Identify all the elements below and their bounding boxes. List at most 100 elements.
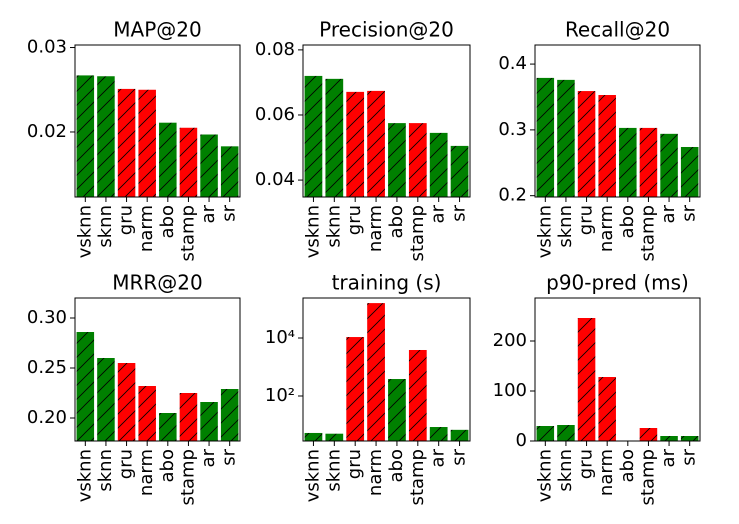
bar xyxy=(680,436,699,441)
x-tick-label: narm xyxy=(596,449,617,496)
x-tick-label: stamp xyxy=(637,449,658,505)
bar xyxy=(200,402,218,441)
bar xyxy=(159,413,177,441)
y-tick-label: 10² xyxy=(265,385,295,406)
bar xyxy=(304,75,323,197)
x-tick-label: gru xyxy=(344,449,365,479)
x-tick-label: vsknn xyxy=(74,449,95,502)
x-tick-label: gru xyxy=(576,205,597,235)
bar xyxy=(159,122,177,197)
x-tick-label: ar xyxy=(658,204,679,223)
x-tick-label: sr xyxy=(219,204,240,221)
x-tick-label: stamp xyxy=(407,449,428,505)
y-tick-label: 0.03 xyxy=(27,37,67,58)
y-tick-label: 0.04 xyxy=(255,169,295,190)
bar xyxy=(536,77,555,197)
x-tick-label: ar xyxy=(198,204,219,223)
axes-frame xyxy=(534,44,701,198)
chart-title: Precision@20 xyxy=(319,18,454,42)
x-tick-label: sr xyxy=(219,448,240,465)
x-tick-label: abo xyxy=(617,449,638,482)
x-tick-label: narm xyxy=(136,449,157,496)
x-tick-label: stamp xyxy=(177,449,198,505)
bar xyxy=(117,363,136,441)
y-tick-label: 10⁴ xyxy=(265,327,295,348)
bar xyxy=(346,91,365,197)
x-tick-label: narm xyxy=(596,205,617,252)
y-tick-label: 0.08 xyxy=(255,39,295,60)
y-tick-label: 100 xyxy=(493,380,527,401)
bar xyxy=(76,332,95,441)
y-tick-label: 0.02 xyxy=(27,121,67,142)
axes-frame xyxy=(302,297,471,442)
x-tick-label: abo xyxy=(386,205,407,238)
x-tick-label: sr xyxy=(679,448,700,465)
y-tick-label: 200 xyxy=(493,330,527,351)
x-tick-label: narm xyxy=(365,449,386,496)
y-tick-label: 0.20 xyxy=(27,407,67,428)
bar xyxy=(97,358,115,441)
bar xyxy=(577,318,596,441)
x-tick-label: sr xyxy=(449,448,470,465)
bar xyxy=(429,427,448,441)
x-tick-label: ar xyxy=(428,448,449,467)
chart-title: training (s) xyxy=(332,271,442,295)
bar xyxy=(577,91,596,197)
x-tick-label: gru xyxy=(576,449,597,479)
x-tick-label: stamp xyxy=(177,205,198,261)
x-tick-label: sknn xyxy=(323,449,344,492)
x-tick-label: gru xyxy=(116,205,137,235)
x-tick-label: sknn xyxy=(95,205,116,248)
y-tick-label: 0 xyxy=(516,430,527,451)
axes-frame xyxy=(302,44,471,198)
bar xyxy=(598,95,616,197)
x-tick-label: sr xyxy=(449,204,470,221)
x-tick-label: vsknn xyxy=(302,205,323,258)
bar xyxy=(557,79,575,197)
chart-title: MAP@20 xyxy=(113,18,201,42)
x-tick-label: stamp xyxy=(637,205,658,261)
x-tick-label: abo xyxy=(157,205,178,238)
bar xyxy=(450,429,469,441)
x-tick-label: vsknn xyxy=(534,449,555,502)
bar xyxy=(660,133,678,197)
bar xyxy=(220,146,239,197)
y-tick-label: 0.2 xyxy=(498,185,527,206)
bar xyxy=(639,428,658,441)
bar xyxy=(179,127,198,197)
bar xyxy=(200,134,218,197)
bar xyxy=(557,425,575,441)
x-tick-label: vsknn xyxy=(534,205,555,258)
x-tick-label: ar xyxy=(428,204,449,223)
bar xyxy=(304,432,323,441)
axes-frame xyxy=(74,44,241,198)
bar xyxy=(536,426,555,441)
x-tick-label: sknn xyxy=(555,449,576,492)
bar xyxy=(429,132,448,197)
bar xyxy=(138,89,156,197)
chart-title: MRR@20 xyxy=(112,271,203,295)
x-tick-label: stamp xyxy=(407,205,428,261)
bar xyxy=(138,386,156,441)
x-tick-label: narm xyxy=(136,205,157,252)
x-tick-label: abo xyxy=(617,205,638,238)
bar xyxy=(220,389,239,441)
x-tick-label: abo xyxy=(386,449,407,482)
bar xyxy=(408,123,427,197)
x-tick-label: narm xyxy=(365,205,386,252)
bar xyxy=(367,303,385,441)
bar xyxy=(408,349,427,441)
x-tick-label: ar xyxy=(658,448,679,467)
y-tick-label: 0.4 xyxy=(498,53,527,74)
axes-frame xyxy=(534,297,701,442)
bar xyxy=(117,88,136,197)
bar xyxy=(619,127,637,197)
y-tick-label: 0.3 xyxy=(498,119,527,140)
x-tick-label: abo xyxy=(157,449,178,482)
y-tick-label: 0.25 xyxy=(27,357,67,378)
bar xyxy=(97,76,115,197)
bar xyxy=(367,90,385,197)
x-tick-label: ar xyxy=(198,448,219,467)
x-tick-label: gru xyxy=(116,449,137,479)
